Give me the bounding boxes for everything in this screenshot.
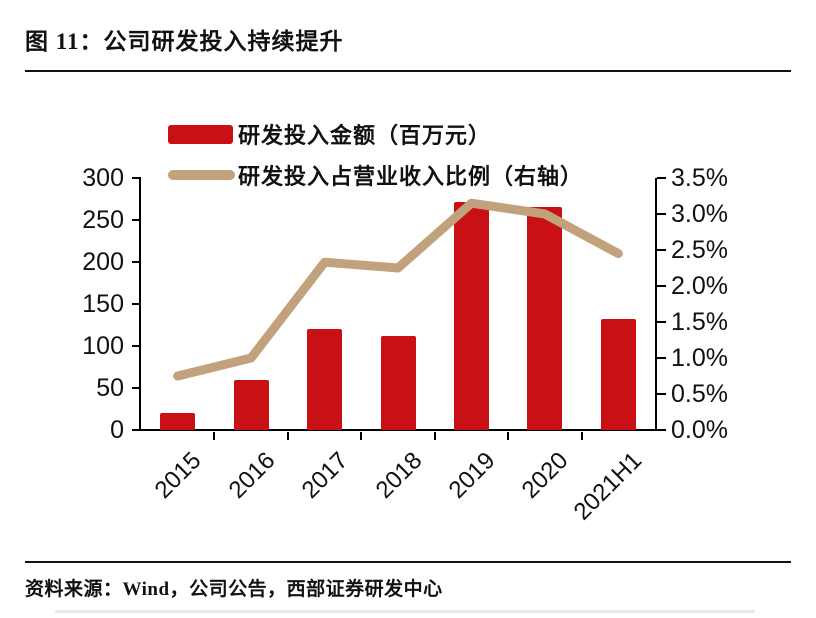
y-tick-label-left: 300 <box>82 164 124 192</box>
y-axis-left-labels: 0 50 100 150 200 250 300 <box>0 164 124 444</box>
x-tick-label-text: 2021H1 <box>568 447 648 526</box>
y-tick-mark-right <box>657 213 666 215</box>
y-tick-mark-left <box>132 303 141 305</box>
y-tick-mark-right <box>657 177 666 179</box>
y-tick-label-left: 250 <box>82 206 124 234</box>
legend-item-bars: 研发投入金额（百万元） <box>168 119 583 149</box>
y-tick-mark-right <box>657 321 666 323</box>
y-tick-mark-right <box>657 357 666 359</box>
plot-area <box>132 177 666 440</box>
figure-title: 图 11：公司研发投入持续提升 <box>25 29 344 54</box>
legend-label-bars: 研发投入金额（百万元） <box>238 123 492 148</box>
y-tick-label-right: 2.5% <box>671 236 728 264</box>
bar-2021H1 <box>600 319 636 430</box>
legend: 研发投入金额（百万元） 研发投入占营业收入比例（右轴） <box>168 119 583 201</box>
x-axis-labels: 2015 2016 2017 2018 2019 2020 2021H1 <box>141 443 655 553</box>
x-tick-mark <box>286 432 289 440</box>
x-tick-mark <box>213 432 216 440</box>
y-tick-label-left: 100 <box>82 332 124 360</box>
title-rule <box>25 70 791 72</box>
y-tick-mark-right <box>657 393 666 395</box>
legend-swatch-bar-icon <box>168 124 233 144</box>
trend-line <box>173 198 623 381</box>
trend-line-svg <box>173 198 623 381</box>
y-tick-mark-left <box>132 345 141 347</box>
x-tick-mark <box>360 432 363 440</box>
bar-2016 <box>233 379 269 430</box>
x-tick-mark <box>433 432 436 440</box>
y-tick-label-right: 1.5% <box>671 308 728 336</box>
y-tick-mark-right <box>657 429 666 431</box>
y-tick-label-right: 0.0% <box>671 416 728 444</box>
bar-2019 <box>453 201 489 430</box>
x-axis <box>139 429 657 431</box>
x-tick-mark <box>507 432 510 440</box>
y-tick-mark-left <box>132 261 141 263</box>
bar-2018 <box>380 335 416 430</box>
y-tick-label-right: 3.0% <box>671 200 728 228</box>
y-tick-mark-right <box>657 285 666 287</box>
y-tick-label-left: 200 <box>82 248 124 276</box>
source-note: 资料来源：Wind，公司公告，西部证券研发中心 <box>25 579 443 600</box>
y-tick-label-left: 0 <box>110 416 124 444</box>
y-tick-label-right: 3.5% <box>671 164 728 192</box>
x-tick-label-2021H1: 2021H1 <box>518 447 648 526</box>
bar-2015 <box>160 413 196 430</box>
legend-label-line: 研发投入占营业收入比例（右轴） <box>238 164 584 189</box>
y-tick-label-right: 2.0% <box>671 272 728 300</box>
y-tick-mark-left <box>132 219 141 221</box>
y-tick-mark-left <box>132 177 141 179</box>
x-tick-mark <box>580 432 583 440</box>
y-tick-label-left: 150 <box>82 290 124 318</box>
y-tick-label-right: 1.0% <box>671 344 728 372</box>
y-axis-right-labels: 0.0% 0.5% 1.0% 1.5% 2.0% 2.5% 3.0% 3.5% <box>671 164 811 444</box>
y-axis-right <box>655 178 657 431</box>
bar-2020 <box>527 206 563 430</box>
cropped-text-artifact <box>55 610 755 613</box>
legend-item-line: 研发投入占营业收入比例（右轴） <box>168 160 583 190</box>
y-tick-mark-left <box>132 429 141 431</box>
legend-swatch-line-icon <box>168 170 235 180</box>
source-rule <box>25 561 791 563</box>
y-tick-label-left: 50 <box>96 374 124 402</box>
y-tick-label-right: 0.5% <box>671 380 728 408</box>
y-tick-mark-left <box>132 387 141 389</box>
y-tick-mark-right <box>657 249 666 251</box>
bar-2017 <box>307 329 343 430</box>
